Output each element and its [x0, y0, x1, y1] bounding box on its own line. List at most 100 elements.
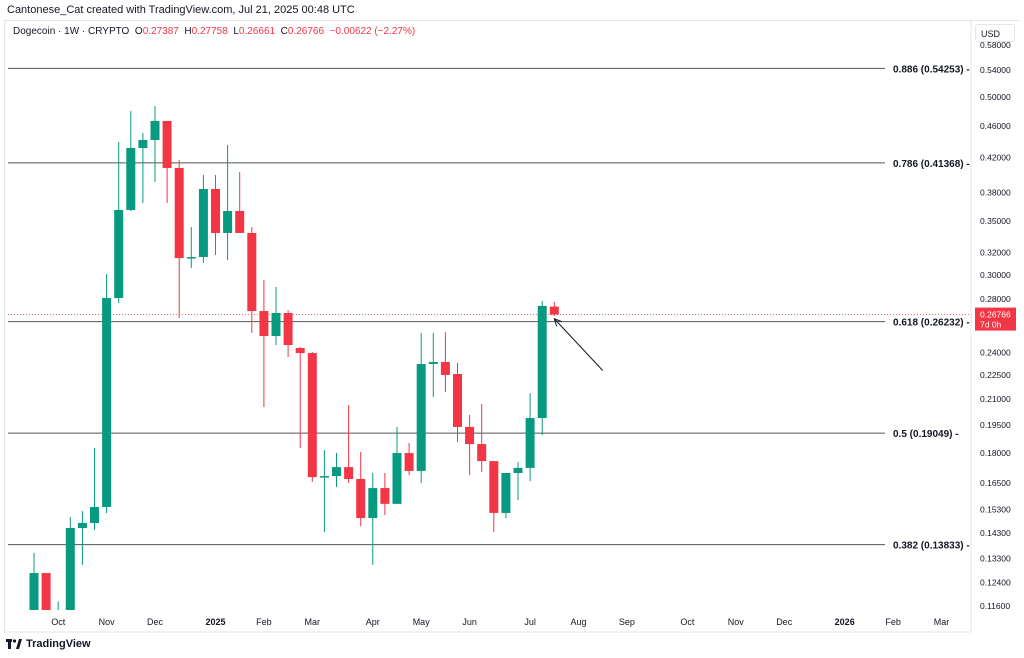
- candles: [29, 106, 559, 645]
- candle[interactable]: [549, 301, 559, 316]
- candle[interactable]: [404, 442, 414, 476]
- x-tick-label: Oct: [680, 617, 695, 627]
- candle[interactable]: [513, 462, 523, 501]
- candle[interactable]: [440, 332, 450, 393]
- candle[interactable]: [332, 453, 341, 488]
- high-value: 0.27758: [191, 26, 228, 37]
- candle[interactable]: [65, 516, 75, 638]
- currency-button[interactable]: USD: [975, 24, 1015, 42]
- candle[interactable]: [41, 573, 51, 641]
- candle[interactable]: [174, 159, 184, 318]
- candle[interactable]: [380, 472, 390, 516]
- x-tick-label: May: [413, 617, 431, 627]
- candle[interactable]: [29, 552, 39, 641]
- candle-body: [54, 628, 63, 631]
- candle[interactable]: [416, 332, 426, 483]
- y-tick-label: 0.12400: [980, 578, 1011, 588]
- candle[interactable]: [235, 171, 245, 233]
- candle[interactable]: [150, 106, 160, 182]
- candle[interactable]: [307, 352, 317, 482]
- candle[interactable]: [211, 175, 220, 255]
- arrow-annotation[interactable]: [553, 317, 604, 371]
- candle-body: [247, 232, 257, 312]
- high-label: H: [184, 26, 192, 37]
- candle[interactable]: [392, 426, 402, 504]
- candle[interactable]: [319, 449, 329, 533]
- candle-body: [295, 347, 305, 354]
- candle-body: [501, 472, 511, 513]
- y-tick-label: 0.58000: [980, 40, 1011, 50]
- y-tick-label: 0.50000: [980, 92, 1011, 102]
- candle-body: [198, 188, 208, 258]
- candle-body: [380, 488, 390, 504]
- candle-body: [102, 298, 112, 508]
- candle[interactable]: [344, 405, 354, 483]
- tradingview-logo-icon: [6, 639, 22, 649]
- y-tick-label: 0.24000: [980, 348, 1011, 358]
- x-tick-label: Feb: [256, 617, 272, 627]
- candle[interactable]: [477, 403, 487, 472]
- candle[interactable]: [283, 310, 293, 357]
- candle[interactable]: [356, 451, 366, 527]
- candle[interactable]: [465, 414, 475, 476]
- candle[interactable]: [90, 448, 99, 530]
- candle[interactable]: [247, 227, 257, 333]
- candle[interactable]: [162, 120, 172, 203]
- candle[interactable]: [77, 511, 87, 565]
- close-label: C: [280, 26, 288, 37]
- candle[interactable]: [126, 111, 136, 212]
- candle[interactable]: [223, 144, 233, 261]
- candle[interactable]: [295, 346, 305, 449]
- candle[interactable]: [259, 279, 269, 408]
- fib-label: 0.618 (0.26232) -: [893, 318, 970, 329]
- fib-levels: 0.886 (0.54253) - 0.786 (0.41368) - 0.618 …: [8, 64, 972, 552]
- y-tick-label: 0.19500: [980, 420, 1011, 430]
- candle-body: [404, 453, 414, 471]
- x-tick-label: Dec: [776, 617, 793, 627]
- candle[interactable]: [537, 301, 547, 435]
- candle-body: [162, 120, 172, 168]
- x-tick-label: Mar: [934, 617, 950, 627]
- candle-body: [440, 362, 450, 375]
- y-tick-label: 0.21000: [980, 394, 1011, 404]
- candle-body: [307, 353, 317, 478]
- candle[interactable]: [54, 601, 63, 645]
- x-tick-label: Feb: [885, 617, 901, 627]
- fib-label: 0.5 (0.19049) -: [893, 429, 959, 440]
- candle[interactable]: [198, 175, 208, 263]
- candle[interactable]: [368, 472, 378, 565]
- candle[interactable]: [489, 461, 499, 533]
- candle-body: [126, 148, 136, 210]
- candle[interactable]: [186, 227, 196, 268]
- y-tick-label: 0.14300: [980, 528, 1011, 538]
- candle-body: [150, 120, 160, 141]
- x-tick-label: Mar: [305, 617, 321, 627]
- symbol-legend: Dogecoin · 1W · CRYPTO O0.27387 H0.27758…: [13, 26, 415, 37]
- candle[interactable]: [271, 287, 281, 345]
- x-tick-label: Nov: [99, 617, 116, 627]
- candle[interactable]: [501, 472, 511, 519]
- candle[interactable]: [453, 362, 462, 443]
- last-price-badge: [975, 307, 1016, 331]
- time-axis: Oct Nov Dec 2025 Feb Mar Apr May Jun Jul Aug Sep Oct…: [5, 617, 971, 633]
- candle-body: [259, 311, 269, 337]
- candle-body: [537, 305, 547, 419]
- candle[interactable]: [525, 393, 535, 482]
- y-tick-label: 0.42000: [980, 153, 1011, 163]
- candle-body: [211, 188, 220, 233]
- y-tick-label: 0.28000: [980, 294, 1011, 304]
- candle[interactable]: [428, 332, 438, 397]
- y-tick-label: 0.32000: [980, 247, 1011, 257]
- price-axis: 0.58000 0.54000 0.50000 0.46000 0.42000 0.380…: [970, 21, 1016, 632]
- candle-body: [344, 467, 354, 479]
- candle-body: [65, 527, 75, 610]
- candle[interactable]: [138, 132, 148, 203]
- symbol-name[interactable]: Dogecoin · 1W · CRYPTO: [13, 26, 130, 37]
- y-tick-label: 0.54000: [980, 65, 1011, 75]
- candle[interactable]: [102, 274, 112, 513]
- open-label: O: [134, 26, 143, 37]
- candle[interactable]: [114, 142, 124, 304]
- tradingview-footer: TradingView: [6, 638, 91, 650]
- candle-body: [513, 467, 523, 473]
